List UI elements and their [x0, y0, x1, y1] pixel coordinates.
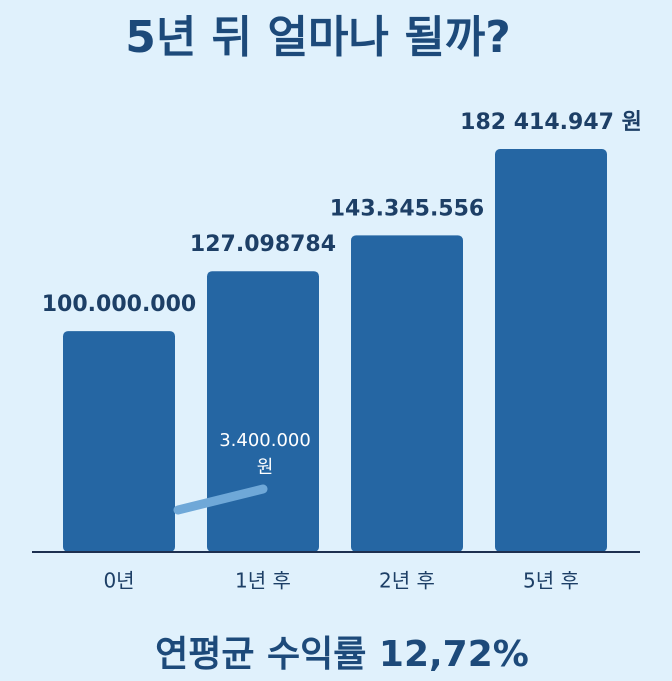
bar [351, 235, 463, 552]
x-tick-label: 0년 [103, 569, 134, 593]
footnote: 연평균 수익률 12,72% [155, 634, 529, 675]
annotation-arrow [173, 484, 268, 515]
annotation: 원 [257, 457, 274, 478]
value-label: 143.345.556 [330, 196, 484, 221]
bar [63, 331, 175, 552]
chart-title: 5년 뒤 얼마나 될까? [125, 12, 510, 63]
value-label: 100.000.000 [42, 292, 196, 317]
x-tick-label: 2년 후 [379, 569, 435, 593]
x-tick-label: 5년 후 [523, 569, 579, 593]
x-tick-label: 1년 후 [235, 569, 291, 593]
bar [495, 149, 607, 552]
bar [207, 271, 319, 552]
value-label: 127.098784 [190, 232, 336, 257]
annotation: 3.400.000 [219, 430, 311, 451]
value-label: 182 414.947 원 [460, 110, 642, 135]
